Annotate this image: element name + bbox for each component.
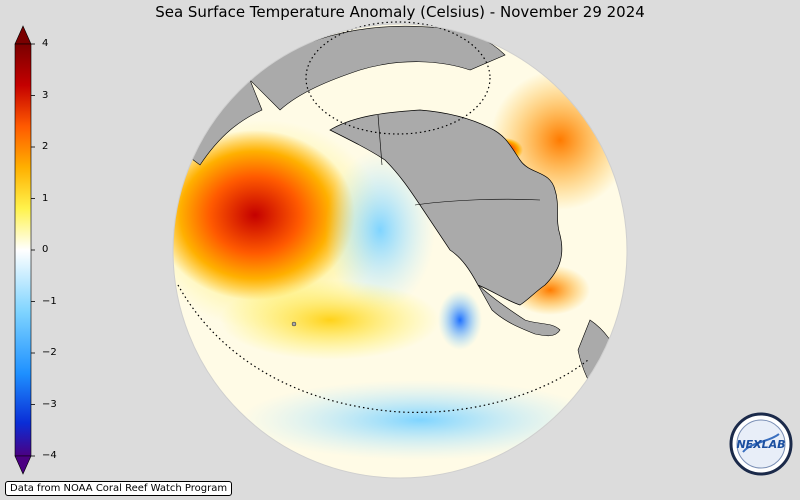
central-america-land: [477, 284, 561, 337]
colorbar: [14, 25, 35, 475]
anomaly-warm-north-pacific: [173, 130, 355, 300]
colorbar-tick-label: −3: [42, 398, 57, 410]
anomaly-cool-equator: [240, 380, 600, 460]
map-title: Sea Surface Temperature Anomaly (Celsius…: [155, 3, 645, 21]
alaska-border: [377, 114, 383, 166]
nexlab-logo: NEXLAB: [729, 412, 793, 476]
colorbar-tick-label: −1: [42, 295, 57, 307]
north-america-land: [329, 109, 563, 306]
arctic-land: [249, 25, 506, 111]
svg-text:NEXLAB: NEXLAB: [736, 438, 785, 451]
anomaly-blue-baja: [438, 290, 482, 350]
equator-line: [177, 284, 589, 414]
colorbar-tick-label: 4: [42, 38, 49, 49]
colorbar-tick-label: 0: [42, 244, 49, 255]
colorbar-tick-label: 2: [42, 141, 49, 152]
us-canada-border: [414, 198, 541, 206]
colorbar-tick-label: −4: [42, 450, 57, 461]
globe-outline: [172, 23, 628, 479]
arctic-circle-line: [305, 21, 491, 135]
colorbar-tick-label: −2: [42, 347, 57, 358]
colorbar-tick-label: 3: [42, 89, 49, 101]
colorbar-tick-label: 1: [42, 192, 49, 204]
data-source-credit: Data from NOAA Coral Reef Watch Program: [5, 481, 233, 496]
anomaly-yellow-tropics: [220, 280, 440, 360]
hawaii-land: [291, 321, 297, 327]
anomaly-cool-east-pacific: [325, 150, 435, 310]
